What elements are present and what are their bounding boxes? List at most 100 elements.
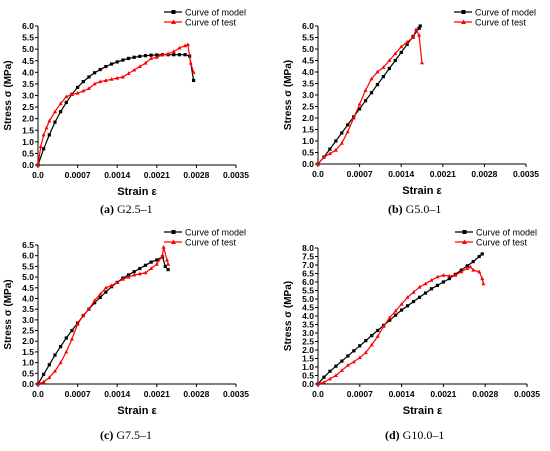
caption-d: (d) G10.0–1 — [385, 428, 444, 443]
model-point — [76, 85, 80, 89]
test-point — [92, 81, 97, 86]
test-point — [185, 42, 190, 47]
y-tick-label: 4.5 — [22, 283, 34, 293]
model-point — [418, 24, 422, 28]
x-tick-label: 0.0014 — [388, 169, 414, 179]
test-point — [120, 74, 125, 79]
y-tick-label: 1.0 — [22, 137, 34, 147]
test-point — [69, 336, 74, 341]
test-point — [149, 56, 154, 60]
legend-marker — [461, 10, 466, 14]
caption-b-text: G5.0–1 — [405, 202, 442, 216]
model-point — [346, 123, 350, 127]
model-point — [328, 369, 332, 373]
test-point — [98, 291, 103, 296]
y-tick-label: 3.0 — [22, 91, 34, 101]
panel-c: 0.0 0.0007 0.0014 0.0021 0.0028 0.0035 0.0 0.5 1… — [0, 226, 275, 451]
y-tick-label: 3.5 — [302, 79, 314, 89]
y-tick-label: 0.0 — [22, 160, 34, 170]
test-point — [393, 308, 398, 313]
test-point — [92, 298, 97, 303]
test-point — [64, 94, 69, 99]
legend-marker — [171, 10, 176, 14]
test-point — [75, 321, 80, 326]
test-point — [126, 274, 131, 279]
model-point — [47, 133, 51, 137]
model-point — [42, 147, 46, 151]
y-tick-label: 5.0 — [22, 272, 34, 282]
test-point — [154, 262, 159, 266]
x-tick-label: 0.0035 — [223, 170, 249, 180]
model-point — [465, 264, 469, 268]
x-tick-label: 0.0035 — [513, 169, 539, 179]
model-point — [429, 287, 434, 291]
x-tick-label: 0.0 — [312, 169, 324, 179]
y-tick-label: 4.5 — [22, 56, 34, 66]
y-tick-label: 2.5 — [302, 337, 314, 347]
test-point — [363, 88, 368, 92]
y-tick-label: 6.5 — [302, 269, 314, 279]
y-tick-label: 1.0 — [302, 136, 314, 146]
x-tick-label: 0.0014 — [104, 389, 130, 399]
model-point — [64, 336, 68, 340]
y-tick-label: 3.0 — [22, 315, 34, 325]
model-point — [191, 78, 196, 83]
test-point — [477, 269, 482, 274]
y-tick-label: 5.0 — [302, 294, 314, 304]
model-point — [138, 54, 142, 58]
y-tick-label: 5.0 — [22, 44, 34, 54]
test-point — [381, 65, 386, 69]
test-point — [177, 45, 182, 50]
x-axis-label: Strain ε — [117, 405, 157, 417]
test-point — [137, 271, 142, 276]
x-tick-label: 0.0007 — [347, 169, 373, 179]
series-line-test — [37, 246, 169, 385]
test-point — [333, 148, 338, 152]
test-point — [375, 69, 380, 74]
legend-marker — [462, 239, 467, 244]
x-tick-label: 0.0 — [32, 170, 44, 180]
test-point — [468, 264, 473, 269]
test-point — [161, 244, 166, 249]
model-point — [138, 266, 142, 271]
test-point — [453, 273, 458, 277]
caption-b: (b) G5.0–1 — [388, 202, 441, 217]
test-point — [47, 375, 52, 380]
test-point — [316, 381, 320, 386]
test-point — [115, 75, 120, 80]
test-point — [149, 266, 154, 271]
model-point — [328, 147, 332, 151]
y-tick-label: 3.5 — [302, 320, 314, 330]
y-tick-label: 0.0 — [302, 379, 314, 389]
test-point — [115, 280, 120, 284]
test-point — [327, 151, 332, 156]
test-point — [471, 267, 476, 272]
legend-entry: Curve of test — [475, 18, 527, 28]
test-point — [351, 115, 356, 120]
test-point — [103, 78, 108, 82]
caption-b-letter: (b) — [388, 202, 403, 216]
y-tick-label: 3.0 — [302, 90, 314, 100]
series-line-model — [37, 255, 169, 385]
legend-entry: Curve of model — [475, 8, 536, 18]
x-axis-label: Strain ε — [403, 405, 443, 417]
model-point — [126, 56, 131, 61]
series-line-test — [317, 265, 484, 385]
y-tick-label: 4.0 — [22, 67, 34, 77]
model-point — [376, 328, 380, 333]
test-point — [411, 290, 416, 294]
y-tick-label: 1.0 — [22, 358, 34, 368]
model-point — [143, 263, 148, 267]
model-point — [375, 83, 380, 87]
x-tick-label: 0.0021 — [430, 389, 456, 399]
model-point — [423, 291, 428, 295]
y-tick-label: 5.0 — [302, 44, 314, 54]
model-point — [59, 344, 63, 349]
test-point — [166, 51, 171, 56]
test-point — [465, 266, 470, 270]
y-tick-label: 1.0 — [302, 362, 314, 372]
model-point — [352, 349, 356, 353]
test-point — [393, 51, 398, 56]
legend-entry: Curve of test — [185, 238, 237, 248]
model-point — [411, 299, 416, 304]
